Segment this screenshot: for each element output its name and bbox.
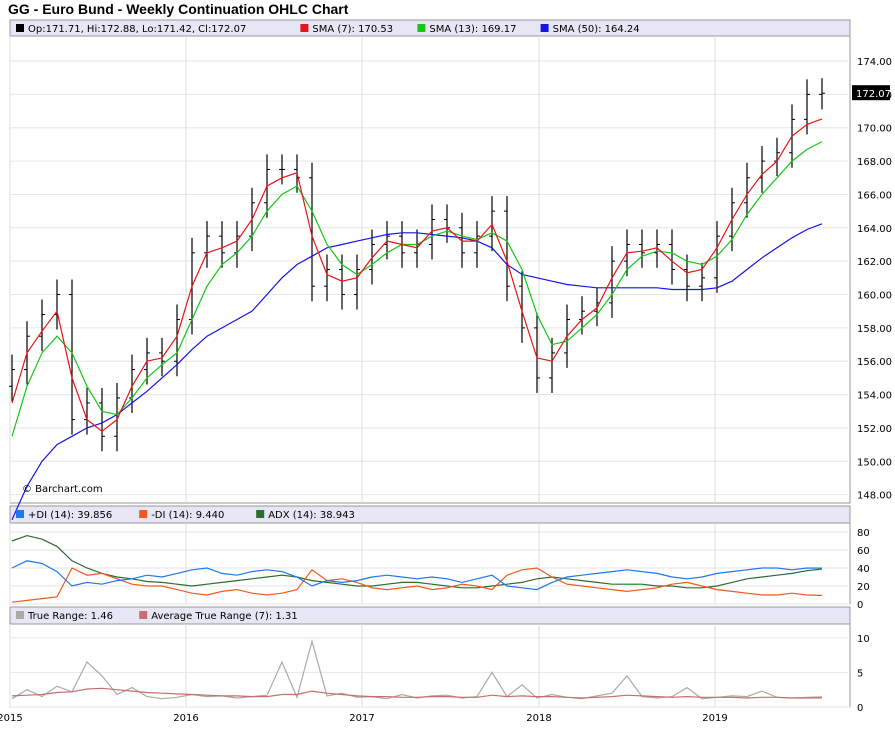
tr-panel-header	[9, 606, 851, 625]
chart-title: GG - Euro Bund - Weekly Continuation OHL…	[8, 1, 349, 17]
price-legend-label: Op:171.71, Hi:172.88, Lo:171.42, Cl:172.…	[28, 24, 246, 35]
dmi-legend-swatch	[256, 510, 265, 518]
tr-panel-frame	[9, 623, 851, 708]
dmi-panel-header	[9, 505, 851, 524]
sma13-line	[11, 141, 823, 437]
price-legend-swatch	[16, 24, 24, 32]
price-legend-label: SMA (13): 169.17	[429, 24, 516, 35]
dmi-y-tick-label: 80	[857, 528, 870, 539]
tr-legend-label: Average True Range (7): 1.31	[151, 611, 298, 622]
price-y-tick-label: 164.00	[857, 224, 892, 235]
price-legend-swatch	[417, 24, 426, 32]
x-tick-label: 2016	[173, 713, 198, 724]
true-range-line	[11, 639, 823, 700]
price-y-tick-label: 156.00	[857, 357, 892, 368]
tr-legend-swatch	[139, 611, 148, 619]
price-y-tick-label: 160.00	[857, 291, 892, 302]
sma50-line	[11, 223, 823, 520]
dmi-legend-label: ADX (14): 38.943	[268, 510, 355, 521]
last-price-box	[852, 85, 890, 101]
x-tick-label: 2015	[0, 713, 23, 724]
plus-di-line	[11, 560, 823, 591]
dmi-legend-label: -DI (14): 9.440	[151, 510, 224, 521]
dmi-legend-swatch	[139, 510, 148, 518]
dmi-y-tick-label: 60	[857, 546, 870, 557]
tr-legend-swatch	[16, 611, 24, 619]
watermark: © Barchart.com	[22, 484, 103, 495]
price-y-tick-label: 148.00	[857, 491, 892, 502]
last-price-label: 172.07	[856, 89, 891, 100]
price-y-tick-label: 170.00	[857, 124, 892, 135]
dmi-panel-frame	[9, 522, 851, 605]
tr-y-tick-label: 10	[857, 634, 870, 645]
price-legend-swatch	[300, 24, 309, 32]
price-y-tick-label: 154.00	[857, 391, 892, 402]
price-panel-frame	[9, 35, 851, 504]
price-y-tick-label: 158.00	[857, 324, 892, 335]
price-legend-label: SMA (50): 164.24	[553, 24, 640, 35]
dmi-legend-swatch	[16, 510, 24, 518]
price-y-tick-label: 162.00	[857, 257, 892, 268]
price-y-tick-label: 166.00	[857, 190, 892, 201]
dmi-y-tick-label: 40	[857, 564, 870, 575]
tr-y-tick-label: 5	[857, 668, 863, 679]
x-tick-label: 2018	[526, 713, 551, 724]
x-tick-label: 2019	[702, 713, 727, 724]
dmi-y-tick-label: 0	[857, 600, 863, 611]
price-legend-swatch	[540, 24, 549, 32]
dmi-legend-label: +DI (14): 39.856	[28, 510, 112, 521]
dmi-y-tick-label: 20	[857, 582, 870, 593]
tr-legend-label: True Range: 1.46	[27, 611, 113, 622]
price-legend-label: SMA (7): 170.53	[312, 24, 393, 35]
price-y-tick-label: 150.00	[857, 457, 892, 468]
price-y-tick-label: 168.00	[857, 157, 892, 168]
price-y-tick-label: 152.00	[857, 424, 892, 435]
adx-line	[11, 534, 823, 589]
x-tick-label: 2017	[349, 713, 374, 724]
price-y-tick-label: 174.00	[857, 57, 892, 68]
sma7-line	[11, 118, 823, 433]
atr-line	[11, 687, 823, 699]
tr-y-tick-label: 0	[857, 703, 863, 714]
minus-di-line	[11, 567, 823, 603]
